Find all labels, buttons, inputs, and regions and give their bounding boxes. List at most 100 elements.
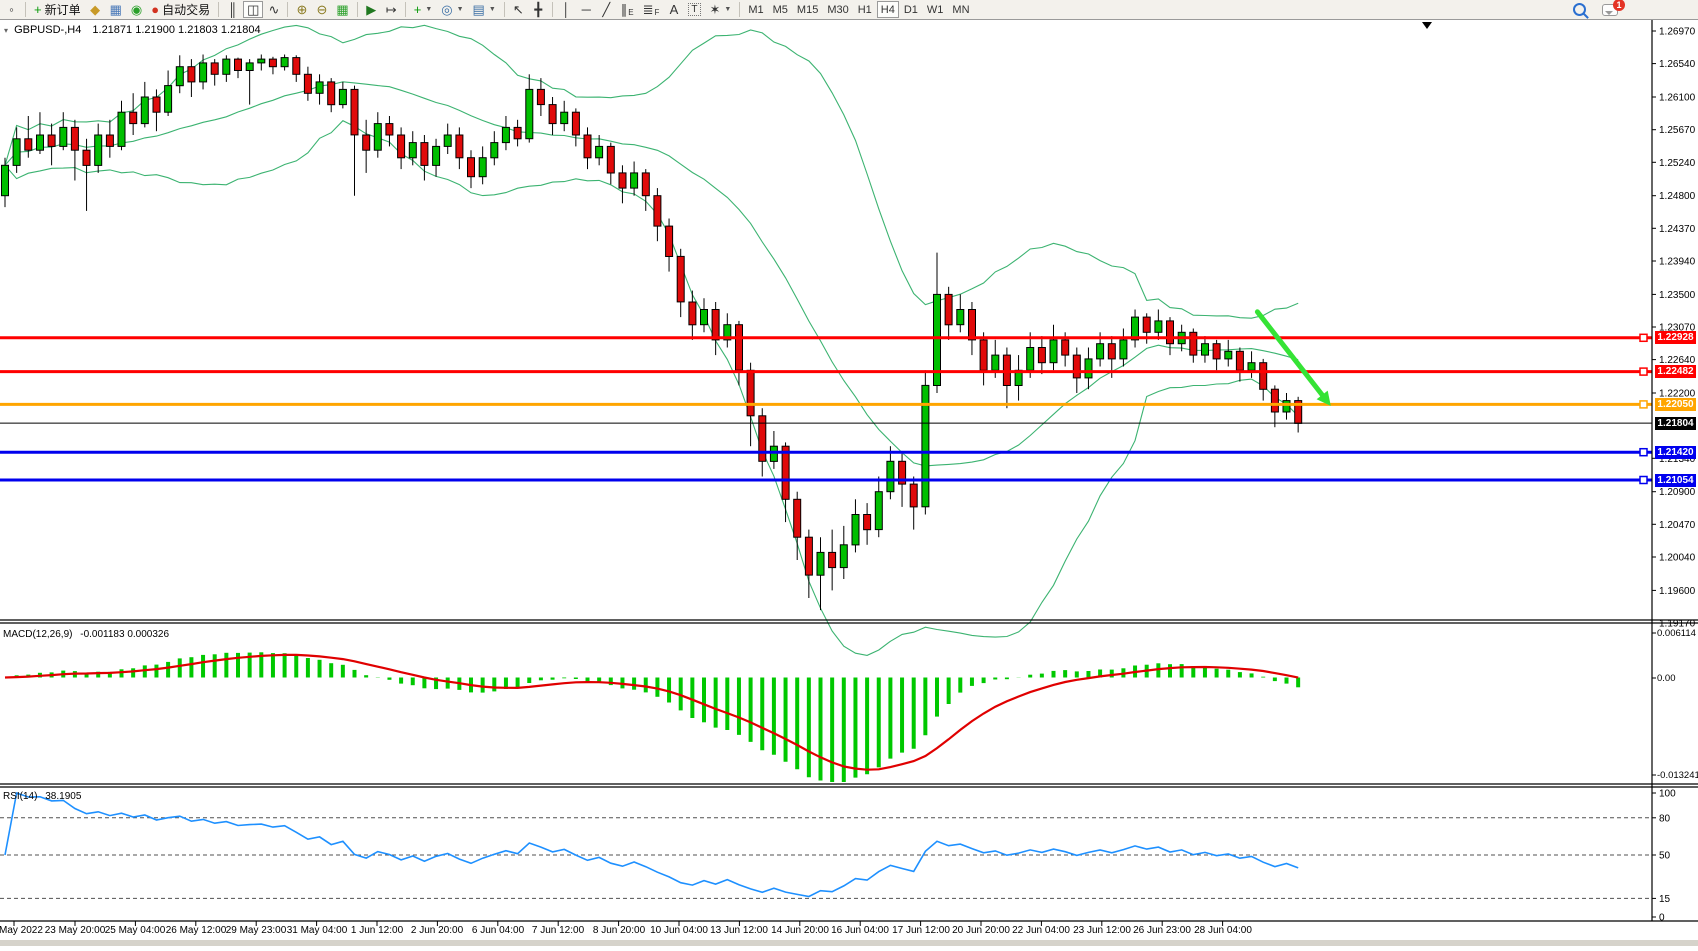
text-icon[interactable]: A [664,1,683,18]
candle-body [432,145,441,166]
horizontal-line-icon[interactable]: ─ [577,1,596,18]
arrows-icon[interactable]: ✶ ▼ [706,1,736,18]
timeframe-button-W1[interactable]: W1 [926,3,944,16]
text-label-icon[interactable]: T [684,1,704,18]
timeframe-button-H4[interactable]: H4 [876,1,899,18]
candle-body [828,551,837,569]
timeframe-button-H1[interactable]: H1 [857,3,872,16]
arrows-icon-dropdown-caret[interactable]: ▼ [724,6,732,13]
candle-body [315,81,324,94]
chart-menu-arrow-icon[interactable]: ▾ [4,26,9,35]
timeframe-button-M15[interactable]: M15 [796,3,819,16]
indicators-icon[interactable]: + ▼ [410,1,437,18]
candle-body [1224,350,1233,360]
candle-body [501,126,510,144]
rsi-name: RSI(14) [3,791,38,802]
candle-body [257,58,266,64]
level-price-label: 1.21420 [1655,446,1696,459]
autotrading-button[interactable]: ● 自动交易 [147,1,214,18]
text-icon-glyph: A [669,2,679,17]
level-price-label: 1.22928 [1655,331,1696,344]
history-center-icon[interactable]: ◆ [86,1,105,18]
periods-icon-dropdown-caret[interactable]: ▼ [456,6,464,13]
candle-body [82,149,91,166]
zoom-in-icon-glyph: ⊕ [296,2,308,17]
rsi-indicator-label: RSI(14) 38.1905 [3,791,81,802]
price-axis-label: 1.23940 [1659,257,1696,268]
zoom-out-icon[interactable]: ⊖ [312,1,331,18]
templates-icon[interactable]: ▤ ▼ [469,1,500,18]
timeframe-button-M5[interactable]: M5 [772,3,788,16]
candle-body [1235,350,1244,371]
macd-histogram [14,652,1301,782]
toolbar-edge-fragment-icon[interactable]: ◦ [2,1,21,18]
candle-body [70,126,79,151]
trend-arrow[interactable] [1254,309,1328,401]
price-axis-label: 1.20470 [1659,520,1696,531]
autotrading-label: 自动交易 [162,3,211,17]
candle-body [688,301,697,326]
line-anchor-handle[interactable] [1639,475,1648,485]
fibonacci-icon[interactable]: ≣ F [639,1,664,18]
rsi-scale-label: 15 [1659,894,1671,905]
new-order-icon: + [34,2,42,17]
time-axis-label: 28 Jun 04:00 [1194,925,1252,936]
zoom-in-icon[interactable]: ⊕ [292,1,311,18]
candle-body [268,58,277,68]
line-anchor-handle[interactable] [1639,447,1648,457]
line-anchor-handle[interactable] [1639,400,1648,409]
candle-body [886,460,895,493]
rsi-scale-label: 0 [1659,913,1665,924]
new-order-button[interactable]: + 新订单 [30,1,85,18]
level-price-label: 1.22050 [1655,398,1696,411]
timeframe-button-M1[interactable]: M1 [748,3,764,16]
candle-body [350,88,359,136]
time-axis-label: 26 Jun 23:00 [1133,925,1191,936]
equidistant-channel-icon[interactable]: ∥ E [617,1,638,18]
candlestick-chart-icon[interactable]: ◫ [243,1,264,18]
bar-chart-icon[interactable]: ║ [223,1,242,18]
candle-body [536,88,545,106]
line-anchor-handle[interactable] [1639,333,1648,343]
terminal-icon[interactable]: ▦ [106,1,126,18]
line-anchor-handle[interactable] [1639,367,1648,376]
time-axis-label: 25 May 04:00 [104,925,166,936]
timeframe-button-M30[interactable]: M30 [827,3,849,16]
templates-icon-dropdown-caret[interactable]: ▼ [488,6,496,13]
periods-icon[interactable]: ◎ ▼ [437,1,467,18]
chart-shift-marker-icon[interactable] [1422,22,1432,29]
candle-body [152,96,161,113]
vertical-line-icon[interactable]: │ [557,1,576,18]
main-toolbar: ◦ + 新订单 ◆ ▦ ◉ ● 自动交易 ║ ◫ ∿ ⊕ ⊖ ▦ ▶ ↦ + ▼ ◎ ▼ ▤ ▼ ↖ ╋ │ ─ ╱ ∥ E ≣ F A T ✶ ▼… [0,0,1698,20]
trendline-icon[interactable]: ╱ [597,1,616,18]
line-chart-icon-glyph: ∿ [268,2,280,17]
rsi-line [4,791,1299,898]
candle-body [653,195,662,227]
candle-body [1270,388,1279,413]
indicators-icon-dropdown-caret[interactable]: ▼ [425,6,433,13]
candle-body [595,145,604,159]
time-axis-label: 20 May 2022 [0,925,43,936]
search-icon[interactable] [1573,3,1586,16]
chart-shift-icon[interactable]: ↦ [382,1,401,18]
signals-icon[interactable]: ◉ [127,1,146,18]
arrows-icon-glyph: ✶ [709,2,721,17]
tile-windows-icon[interactable]: ▦ [332,1,352,18]
candle-body [525,88,534,140]
time-axis-label: 17 Jun 12:00 [892,925,950,936]
bollinger-bands [4,24,1299,656]
timeframe-button-MN[interactable]: MN [952,3,970,16]
price-chart-canvas[interactable]: 1.26970 1.26540 1.26100 1.25670 1.25240 1.248… [0,20,1698,946]
line-chart-icon[interactable]: ∿ [264,1,283,18]
candle-body [36,134,44,151]
notifications-icon[interactable]: 1 [1602,0,1625,16]
auto-scroll-icon[interactable]: ▶ [362,1,381,18]
timeframe-button-D1[interactable]: D1 [903,3,918,16]
time-axis-label: 29 May 23:00 [225,925,287,936]
crosshair-icon[interactable]: ╋ [529,1,548,18]
cursor-icon[interactable]: ↖ [509,1,528,18]
candlestick-chart-icon-glyph: ◫ [247,2,260,17]
candle-body [327,81,336,106]
trend-arrow-head [1316,390,1331,406]
